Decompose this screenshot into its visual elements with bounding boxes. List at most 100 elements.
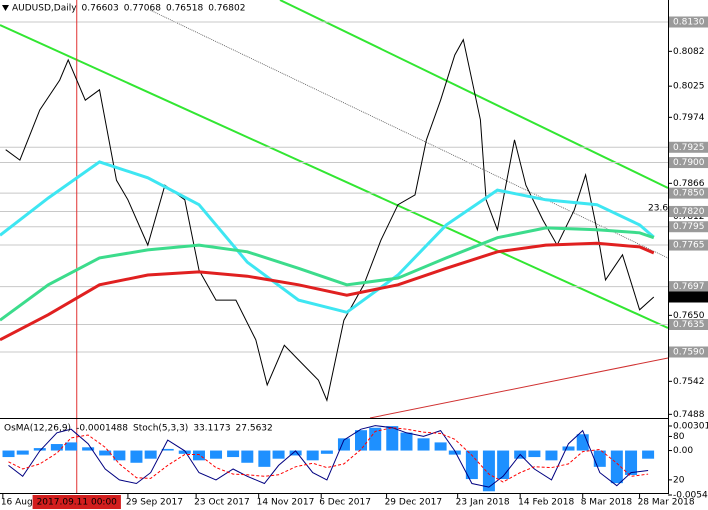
current-price-box [669, 291, 708, 303]
fib-label: 23.6 [648, 204, 668, 214]
osma-bar [210, 450, 223, 459]
osma-bar [33, 448, 46, 451]
level-box [669, 281, 708, 293]
osma-bar [576, 434, 589, 451]
level-box [669, 157, 708, 169]
x-tick-label: 23 Oct 2017 [194, 498, 250, 508]
x-tick-label: 23 Jan 2018 [456, 498, 510, 508]
stoch-line [8, 427, 649, 483]
crosshair-box [32, 495, 121, 509]
osma-bar [355, 430, 368, 451]
channel-line [0, 24, 669, 329]
x-tick-label: 14 Feb 2018 [518, 498, 574, 508]
y-tick-label: 0.8025 [673, 82, 705, 92]
osma-bar [386, 426, 399, 451]
osma-bar [258, 450, 271, 467]
y-tick-label: 0.7974 [673, 113, 705, 123]
osma-bar [130, 450, 143, 463]
osma-bar [289, 450, 302, 456]
level-label: 0.7820 [673, 207, 705, 217]
osma-bar [241, 450, 254, 463]
osma-bar [82, 447, 95, 451]
level-box [669, 346, 708, 358]
level-label: 0.7900 [673, 158, 705, 168]
x-tick-label: 14 Nov 2017 [257, 498, 315, 508]
level-label: 0.8130 [673, 18, 705, 28]
osma-bar [227, 450, 240, 458]
crosshair-label: 2017.09.11 00:00 [37, 498, 118, 508]
osma-bar [400, 432, 413, 451]
y2-tick-label: 20 [673, 475, 685, 485]
osma-bar [113, 450, 126, 461]
osma-bar [65, 442, 78, 451]
trend-line [149, 9, 669, 259]
y-tick-label: 0.00 [673, 446, 693, 456]
y-tick-label: -0.005456 [673, 490, 708, 500]
high-value: 0.77068 [124, 4, 161, 14]
level-box [669, 16, 708, 28]
stoch-line [8, 425, 649, 488]
y-tick-label: 0.7542 [673, 377, 705, 387]
level-box [669, 187, 708, 199]
osma-bar [272, 450, 285, 459]
x-tick-label: 16 Aug 2017 [1, 498, 59, 508]
y-tick-label: 0.7866 [673, 179, 705, 189]
indicator-value: 33.1173 [193, 424, 230, 434]
level-box [669, 205, 708, 217]
level-label: 0.7925 [673, 143, 705, 153]
osma-bar [306, 450, 319, 461]
osma-bar [2, 450, 15, 458]
level-box [669, 319, 708, 330]
level-label: 0.7765 [673, 241, 705, 251]
x-tick-label: 6 Dec 2017 [319, 498, 371, 508]
symbol-icon [2, 5, 9, 11]
osma-bar [625, 450, 638, 475]
level-box [669, 239, 708, 251]
indicator-value: 27.5632 [236, 424, 273, 434]
x-tick-label: 8 Mar 2018 [581, 498, 633, 508]
price-line [5, 38, 655, 402]
osma-bar [497, 450, 510, 480]
osma-bar [16, 450, 29, 455]
osma-bar [448, 450, 461, 455]
osma-bar [50, 444, 63, 451]
level-label: 0.7590 [673, 348, 705, 358]
close-value: 0.76802 [208, 4, 245, 14]
osma-bar [465, 450, 478, 480]
y-tick-label: 0.003014 [673, 421, 708, 431]
osma-bar [178, 450, 191, 454]
moving-average [0, 226, 655, 322]
osma-bar [144, 450, 157, 459]
osma-bar [369, 427, 382, 451]
osma-bar [99, 450, 112, 456]
level-label: 0.7795 [673, 222, 705, 232]
indicator-name: OsMA(12,26,9) [4, 424, 71, 434]
osma-bar [320, 450, 333, 454]
osma-bar [545, 450, 558, 461]
channel-line [279, 0, 669, 189]
y2-tick-label: 80 [673, 432, 685, 442]
y-tick-label: 0.8082 [673, 47, 705, 57]
symbol-title: AUDUSD,Daily [12, 4, 77, 14]
indicator-name: Stoch(5,3,3) [133, 424, 188, 434]
x-tick-label: 28 Mar 2018 [638, 498, 695, 508]
moving-average [0, 241, 655, 342]
y-tick-label: 0.7488 [673, 410, 705, 420]
current-price-label: 0.7680 [673, 293, 705, 303]
osma-bar [562, 446, 575, 451]
osma-bar [482, 450, 495, 492]
trend-line [369, 357, 669, 419]
low-value: 0.76518 [166, 4, 203, 14]
osma-bar [610, 450, 623, 484]
level-box [669, 141, 708, 153]
y-tick-label: 0.7650 [673, 311, 705, 321]
osma-bar [417, 438, 430, 451]
indicator-panel: 0.003014 0.00 -0.005456 80 20 OsMA(12,26,9) -0… [2, 421, 708, 500]
x-tick-label: 29 Sep 2017 [126, 498, 183, 508]
level-label: 0.7850 [673, 189, 705, 199]
osma-bar [528, 450, 541, 458]
open-value: 0.76603 [82, 4, 119, 14]
indicator-value: -0.0001488 [76, 424, 128, 434]
